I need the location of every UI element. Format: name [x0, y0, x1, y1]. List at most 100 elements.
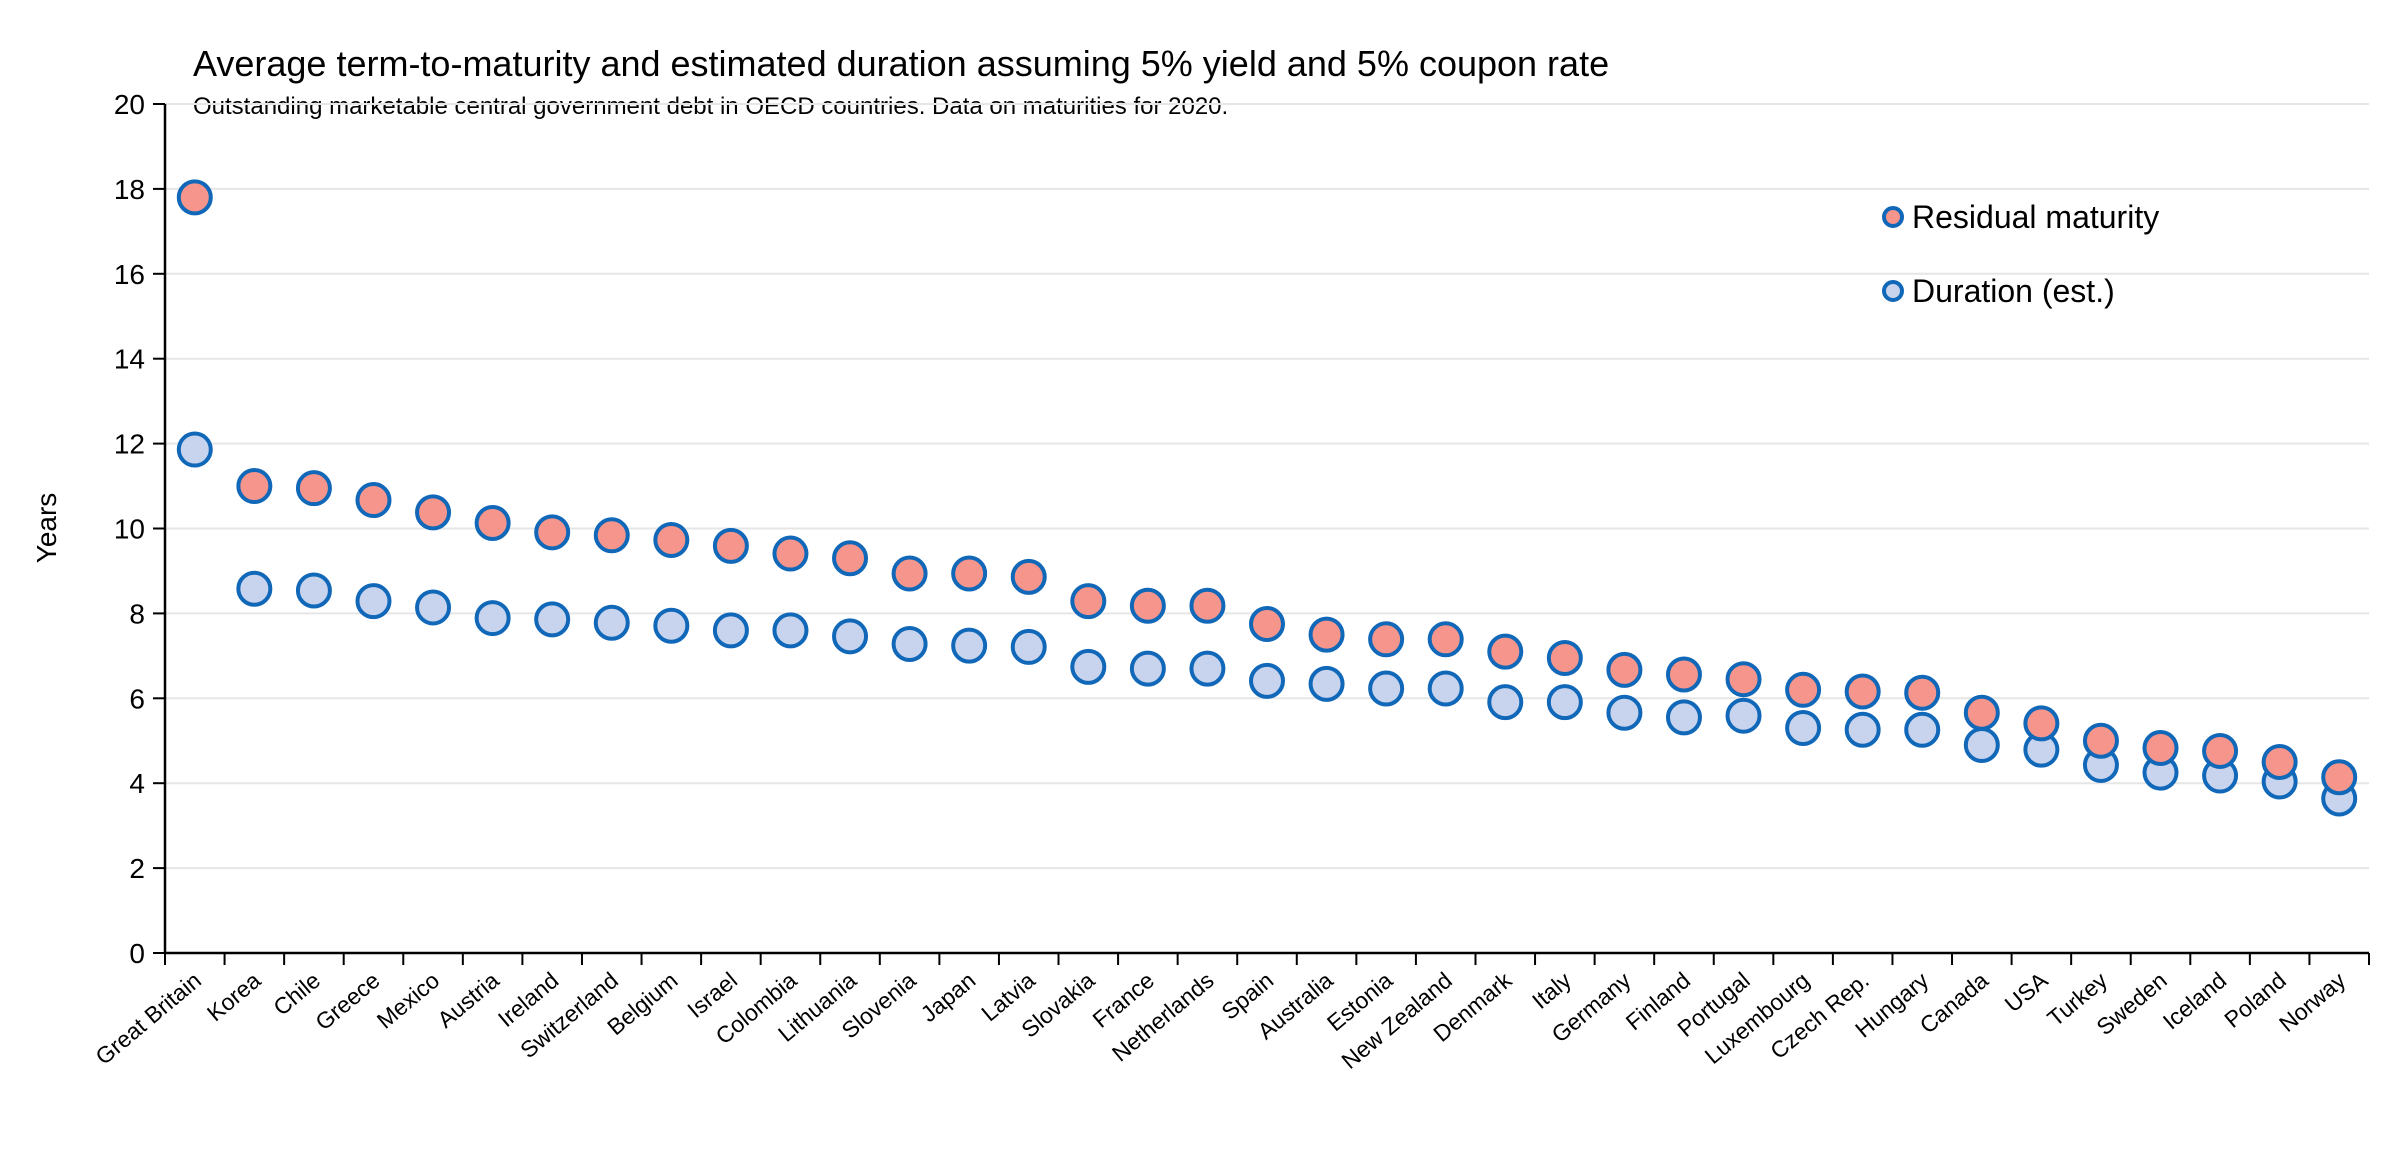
legend-marker: [1882, 280, 1904, 302]
y-tick-label: 12: [114, 429, 145, 460]
x-tick-label: Italy: [1527, 967, 1576, 1014]
point-duration-est: [653, 607, 690, 644]
gridlines: [165, 103, 2369, 870]
point-duration-est: [1606, 694, 1643, 731]
point-residual-maturity: [1963, 694, 2000, 731]
point-residual-maturity: [1785, 671, 1822, 708]
y-tick-label: 2: [129, 853, 145, 884]
point-residual-maturity: [712, 527, 749, 564]
x-tick-label: Greece: [310, 967, 385, 1035]
point-duration-est: [891, 625, 928, 662]
y-tick-label: 8: [129, 598, 145, 629]
point-duration-est: [1427, 670, 1464, 707]
point-duration-est: [534, 601, 571, 638]
point-residual-maturity: [1606, 651, 1643, 688]
y-tick-label: 20: [114, 89, 145, 120]
legend: Residual maturity Duration (est.): [1882, 199, 2159, 309]
point-residual-maturity: [2321, 759, 2358, 796]
point-duration-est: [712, 612, 749, 649]
point-duration-est: [1308, 665, 1345, 702]
x-tick-label: Korea: [202, 967, 266, 1027]
point-duration-est: [1844, 711, 1881, 748]
point-residual-maturity: [1249, 606, 1285, 643]
x-tick-label: Japan: [916, 967, 981, 1027]
point-duration-est: [1249, 662, 1285, 699]
legend-label: Duration (est.): [1912, 273, 2115, 309]
point-duration-est: [772, 612, 809, 649]
y-tick-label: 10: [114, 514, 145, 545]
point-residual-maturity: [1725, 661, 1762, 698]
point-duration-est: [593, 604, 630, 641]
point-duration-est: [1189, 650, 1226, 687]
point-duration-est: [1129, 650, 1166, 687]
point-residual-maturity: [236, 468, 273, 505]
y-axis-label: Years: [31, 493, 62, 564]
point-residual-maturity: [1665, 656, 1702, 693]
x-tick-label: Mexico: [372, 967, 445, 1034]
point-duration-est: [1904, 711, 1941, 748]
point-duration-est: [1963, 726, 2000, 763]
y-tick-label: 0: [129, 938, 145, 969]
point-duration-est: [1487, 684, 1524, 721]
point-residual-maturity: [1308, 616, 1345, 653]
point-duration-est: [355, 583, 392, 620]
point-residual-maturity: [176, 179, 213, 216]
y-tick-label: 18: [114, 174, 145, 205]
point-duration-est: [236, 570, 273, 607]
x-tick-label: Iceland: [2158, 967, 2232, 1035]
point-residual-maturity: [474, 504, 511, 541]
point-duration-est: [1368, 670, 1405, 707]
y-tick-label: 4: [129, 768, 145, 799]
point-duration-est: [1010, 628, 1047, 665]
chart-subtitle: Outstanding marketable central governmen…: [193, 93, 1228, 120]
y-tick-label: 16: [114, 259, 145, 290]
point-residual-maturity: [653, 521, 690, 558]
point-residual-maturity: [355, 482, 392, 519]
y-tick-label: 6: [129, 683, 145, 714]
point-duration-est: [832, 618, 869, 655]
point-residual-maturity: [2082, 722, 2119, 759]
x-tick-label: Austria: [432, 967, 504, 1033]
point-residual-maturity: [2142, 729, 2179, 766]
x-tick-label: Great Britain: [90, 967, 206, 1070]
point-residual-maturity: [1010, 558, 1047, 595]
point-duration-est: [951, 627, 988, 664]
point-residual-maturity: [1546, 639, 1583, 676]
point-duration-est: [1665, 699, 1702, 736]
y-tick-label: 14: [114, 344, 145, 375]
point-residual-maturity: [1129, 587, 1166, 624]
point-residual-maturity: [1844, 673, 1881, 710]
point-residual-maturity: [1189, 587, 1226, 624]
point-residual-maturity: [951, 555, 988, 592]
point-duration-est: [176, 431, 213, 468]
point-residual-maturity: [593, 517, 630, 554]
point-residual-maturity: [1904, 674, 1941, 711]
legend-label: Residual maturity: [1912, 199, 2159, 235]
point-residual-maturity: [415, 494, 452, 531]
point-residual-maturity: [772, 535, 809, 572]
point-residual-maturity: [2261, 743, 2298, 780]
x-tick-label: Norway: [2274, 967, 2351, 1037]
legend-marker: [1882, 206, 1904, 228]
point-duration-est: [1785, 710, 1822, 747]
point-residual-maturity: [295, 470, 332, 507]
x-tick-label: Canada: [1915, 967, 1994, 1039]
point-duration-est: [295, 572, 332, 609]
point-duration-est: [1546, 684, 1583, 721]
point-residual-maturity: [1487, 633, 1524, 670]
point-residual-maturity: [1070, 583, 1107, 620]
point-residual-maturity: [1427, 621, 1464, 658]
point-duration-est: [415, 589, 452, 626]
chart-title: Average term-to-maturity and estimated d…: [193, 43, 1609, 84]
point-residual-maturity: [2023, 705, 2060, 742]
y-axis: 0 2 4 6 8 10 12 14 16 18 20: [114, 89, 167, 969]
point-duration-est: [474, 600, 511, 637]
point-residual-maturity: [891, 555, 928, 592]
point-residual-maturity: [2202, 732, 2239, 769]
point-duration-est: [1070, 648, 1107, 685]
point-residual-maturity: [1368, 621, 1405, 658]
point-residual-maturity: [832, 540, 869, 577]
data-points: [176, 179, 2358, 817]
